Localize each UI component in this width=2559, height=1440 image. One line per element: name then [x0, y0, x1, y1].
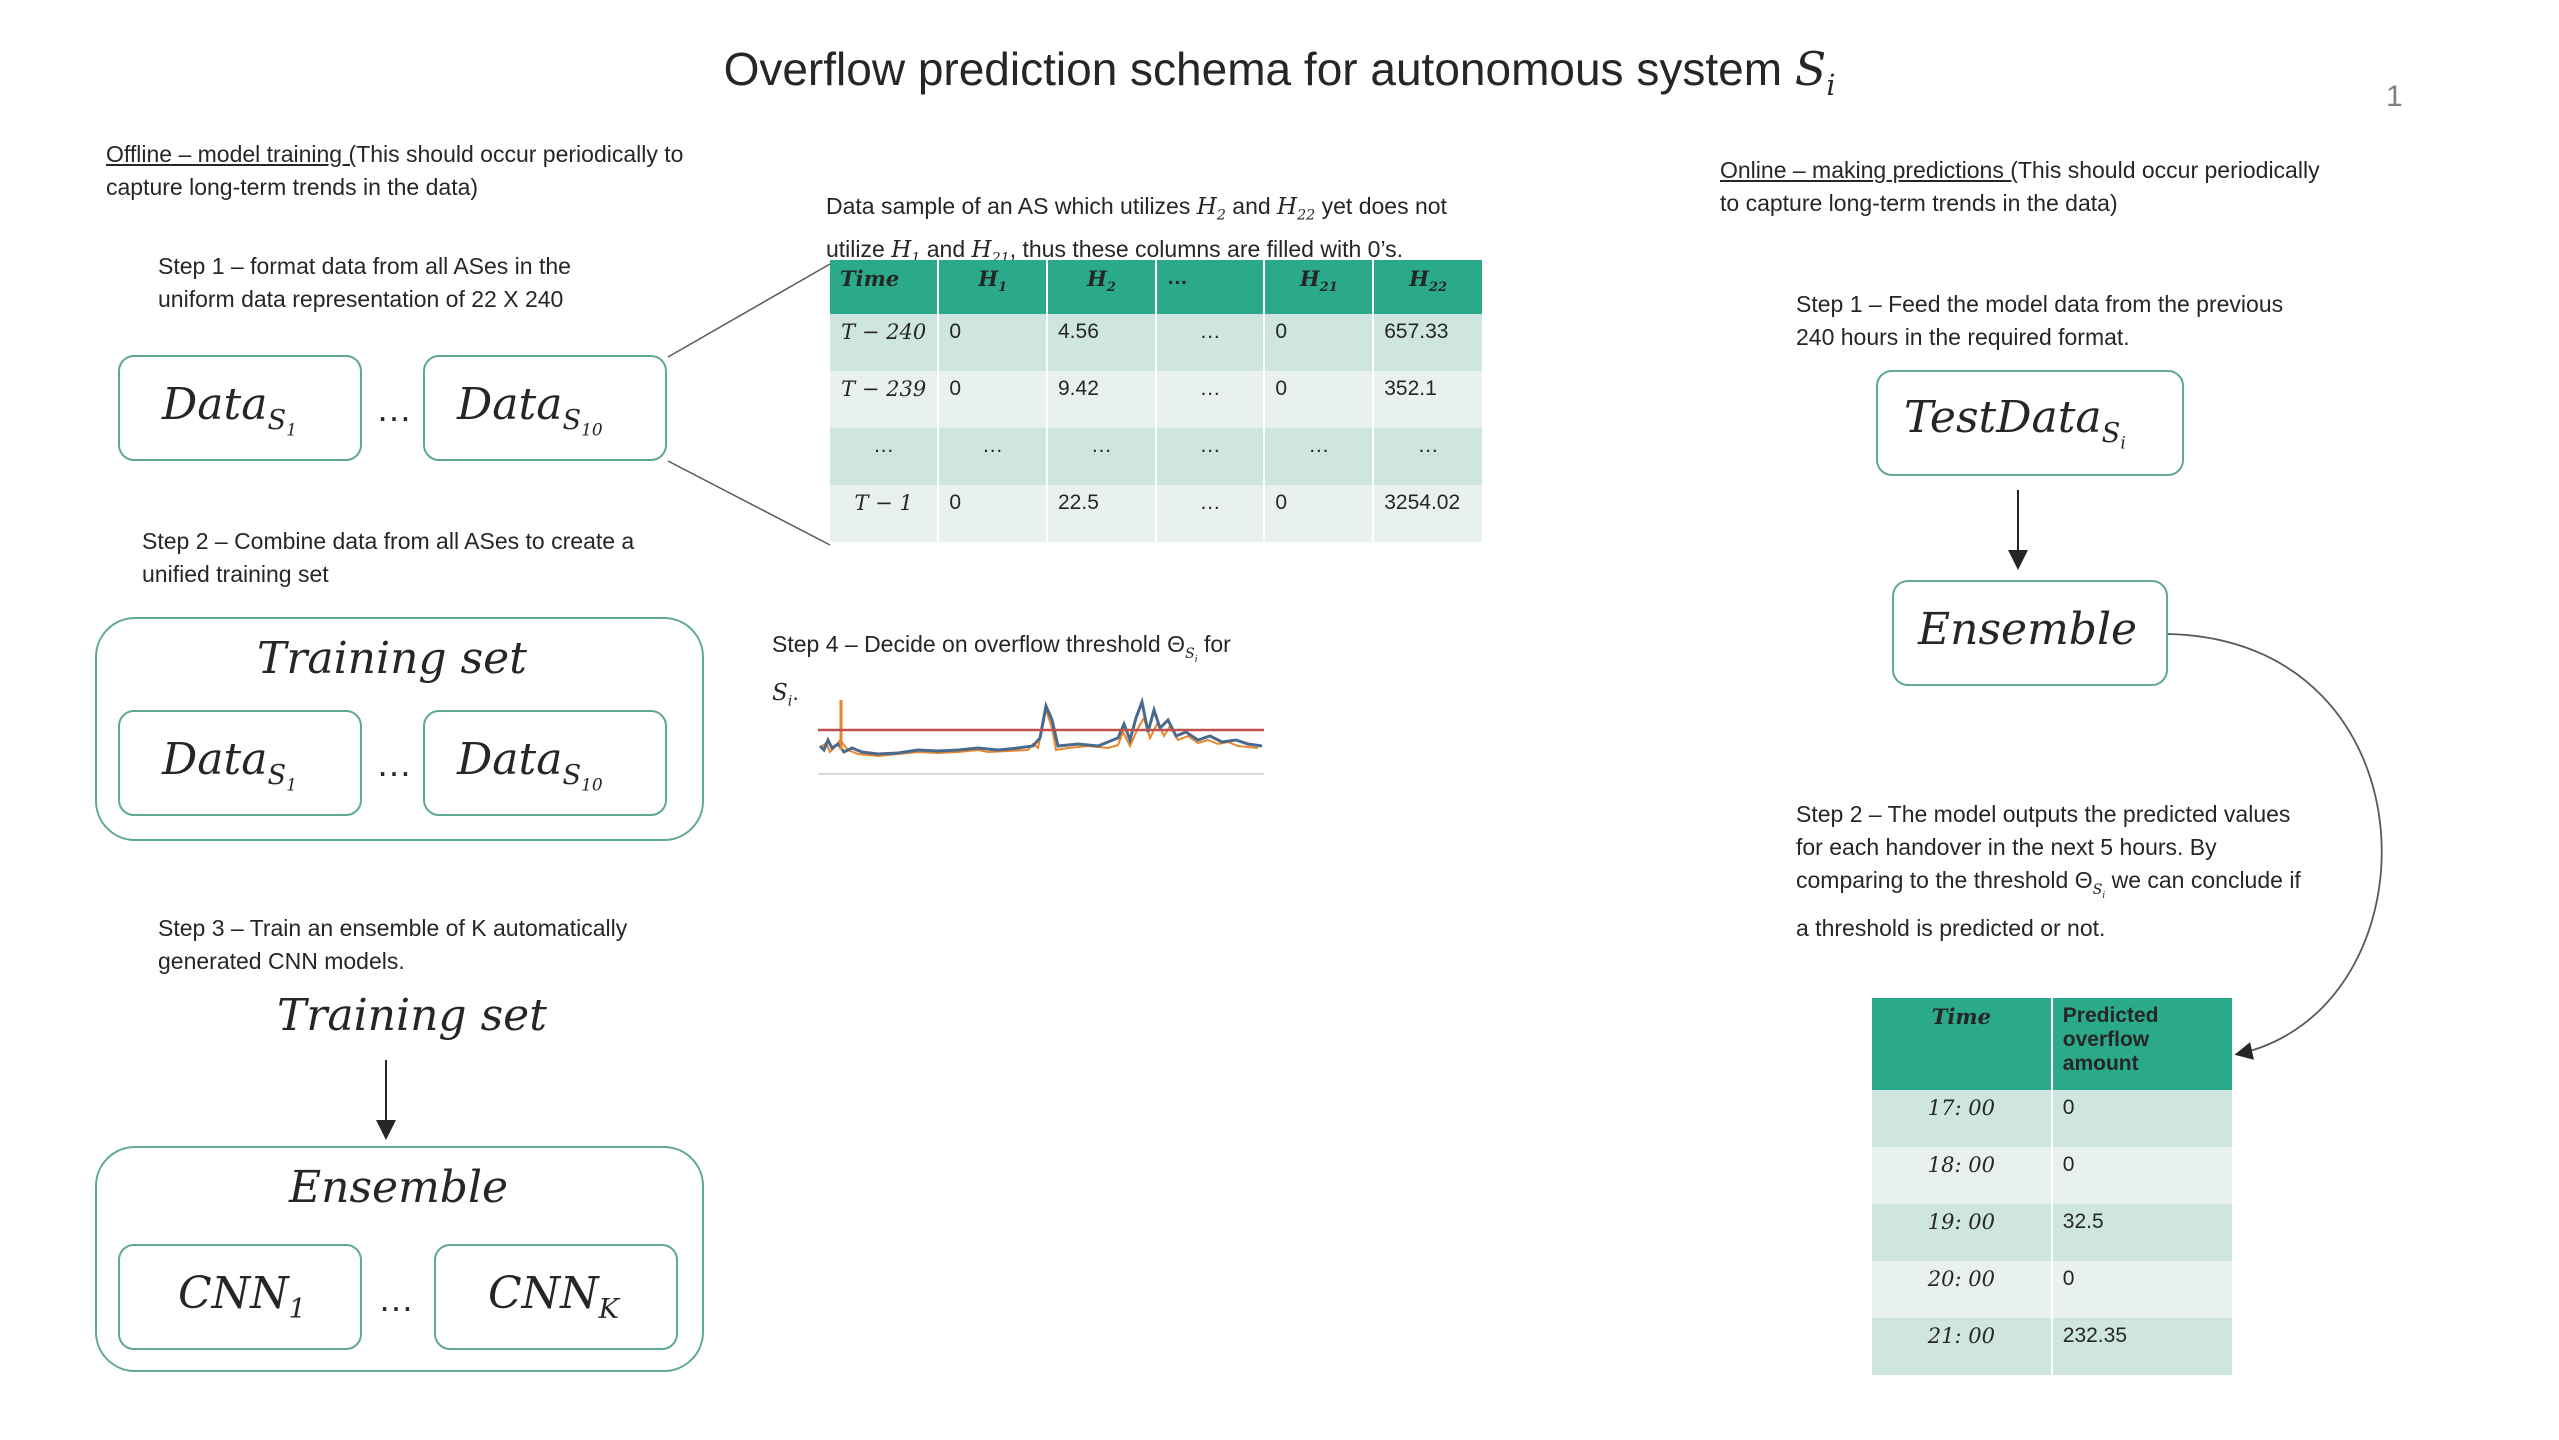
- table-row: 17: 00 0: [1872, 1090, 2235, 1147]
- table-row: T − 1 0 22.5 … 0 3254.02: [830, 485, 1484, 542]
- page-title: Overflow prediction schema for autonomou…: [723, 42, 1836, 103]
- table-cell: T − 240: [830, 314, 940, 371]
- table-cell: 20: 00: [1872, 1261, 2053, 1318]
- table-cell: 19: 00: [1872, 1204, 2053, 1261]
- series-orange: [819, 706, 1259, 758]
- online-step1: Step 1 – Feed the model data from the pr…: [1796, 291, 2284, 350]
- cnnk-box: CNNK: [434, 1244, 678, 1350]
- table-cell: …: [1155, 428, 1266, 485]
- header-cell: Predicted overflow amount: [2051, 998, 2235, 1090]
- table-row: 19: 00 32.5: [1872, 1204, 2235, 1261]
- table-cell: 232.35: [2051, 1318, 2235, 1375]
- table-cell: 4.56: [1047, 314, 1157, 371]
- training-set-label: Training set: [257, 633, 527, 684]
- table-cell: 18: 00: [1872, 1147, 2053, 1204]
- table-cell: 0: [2051, 1090, 2235, 1147]
- sample-table: Time H1 H2 … H21 H22 T − 240 0 4.56 … 0 …: [830, 260, 1484, 542]
- ellipsis: …: [378, 1278, 414, 1319]
- prediction-table-header: Time Predicted overflow amount: [1872, 998, 2235, 1090]
- table-cell: 22.5: [1047, 485, 1157, 542]
- header-cell: H1: [938, 260, 1048, 314]
- offline-heading: Offline – model training (This should oc…: [106, 141, 684, 200]
- offline-step1: Step 1 – format data from all ASes in th…: [158, 253, 571, 312]
- online-step2: Step 2 – The model outputs the predicted…: [1796, 801, 2301, 942]
- test-data-label: TestDataSi: [1904, 392, 2126, 453]
- table-cell: 0: [938, 371, 1048, 428]
- cnn1-box: CNN1: [118, 1244, 362, 1350]
- online-ensemble-box: Ensemble: [1892, 580, 2168, 686]
- series-blue: [818, 696, 1263, 756]
- table-cell: 0: [938, 314, 1048, 371]
- table-cell: 0: [1264, 485, 1375, 542]
- threshold-plot: [818, 696, 1264, 775]
- table-row: 20: 00 0: [1872, 1261, 2235, 1318]
- header-cell: Time: [830, 260, 940, 314]
- offline-step4: Step 4 – Decide on overflow threshold ΘS…: [772, 631, 1231, 711]
- training-set-input-label: Training set: [277, 990, 547, 1041]
- prediction-table: Time Predicted overflow amount 17: 00 0 1…: [1872, 998, 2235, 1375]
- table-cell: 657.33: [1373, 314, 1484, 371]
- table-cell: T − 239: [830, 371, 940, 428]
- offline-step3: Step 3 – Train an ensemble of K automati…: [158, 915, 628, 974]
- table-cell: …: [1373, 428, 1484, 485]
- test-data-box: TestDataSi: [1876, 370, 2184, 476]
- table-cell: 0: [1264, 314, 1375, 371]
- table-cell: 32.5: [2051, 1204, 2235, 1261]
- ellipsis: …: [376, 388, 412, 429]
- ensemble-label: Ensemble: [289, 1162, 509, 1213]
- data-s10-box: DataS10: [423, 355, 667, 461]
- header-cell: …: [1155, 260, 1266, 314]
- header-cell: H22: [1373, 260, 1484, 314]
- table-cell: …: [1155, 371, 1266, 428]
- zoom-line-top: [667, 263, 831, 358]
- header-cell: H2: [1047, 260, 1157, 314]
- table-cell: …: [1264, 428, 1375, 485]
- sample-table-header: Time H1 H2 … H21 H22: [830, 260, 1484, 314]
- training-data-s10-label: DataS10: [457, 734, 603, 795]
- table-cell: 21: 00: [1872, 1318, 2053, 1375]
- table-cell: T − 1: [830, 485, 940, 542]
- table-cell: 9.42: [1047, 371, 1157, 428]
- training-data-s10-box: DataS10: [423, 710, 667, 816]
- header-cell: Time: [1872, 998, 2053, 1090]
- zoom-line-bottom: [667, 460, 831, 546]
- table-cell: 0: [1264, 371, 1375, 428]
- data-s1-box: DataS1: [118, 355, 362, 461]
- table-cell: …: [938, 428, 1048, 485]
- sample-caption: Data sample of an AS which utilizes H2 a…: [826, 193, 1447, 267]
- cnnk-label: CNNK: [488, 1268, 620, 1325]
- cnn1-label: CNN1: [178, 1268, 307, 1325]
- table-row: … … … … … …: [830, 428, 1484, 485]
- data-s10-label: DataS10: [457, 379, 603, 440]
- table-cell: …: [1155, 485, 1266, 542]
- table-cell: 0: [938, 485, 1048, 542]
- table-cell: …: [1047, 428, 1157, 485]
- table-row: T − 240 0 4.56 … 0 657.33: [830, 314, 1484, 371]
- arrow-curve-to-table: [2167, 633, 2383, 1060]
- table-row: T − 239 0 9.42 … 0 352.1: [830, 371, 1484, 428]
- table-cell: 17: 00: [1872, 1090, 2053, 1147]
- header-cell: H21: [1264, 260, 1375, 314]
- table-row: 18: 00 0: [1872, 1147, 2235, 1204]
- table-cell: …: [830, 428, 940, 485]
- table-row: 21: 00 232.35: [1872, 1318, 2235, 1375]
- table-cell: 0: [2051, 1147, 2235, 1204]
- table-cell: 3254.02: [1373, 485, 1484, 542]
- table-cell: 0: [2051, 1261, 2235, 1318]
- data-s1-label: DataS1: [162, 379, 297, 440]
- offline-step2: Step 2 – Combine data from all ASes to c…: [142, 528, 635, 587]
- online-heading: Online – making predictions (This should…: [1720, 157, 2320, 216]
- page-number: 1: [2386, 80, 2403, 113]
- table-cell: …: [1155, 314, 1266, 371]
- ellipsis: …: [376, 743, 412, 784]
- training-data-s1-box: DataS1: [118, 710, 362, 816]
- training-data-s1-label: DataS1: [162, 734, 297, 795]
- online-ensemble-label: Ensemble: [1918, 604, 2138, 655]
- table-cell: 352.1: [1373, 371, 1484, 428]
